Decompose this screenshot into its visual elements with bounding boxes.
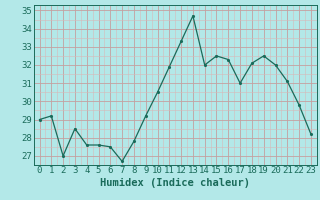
X-axis label: Humidex (Indice chaleur): Humidex (Indice chaleur) [100, 178, 250, 188]
